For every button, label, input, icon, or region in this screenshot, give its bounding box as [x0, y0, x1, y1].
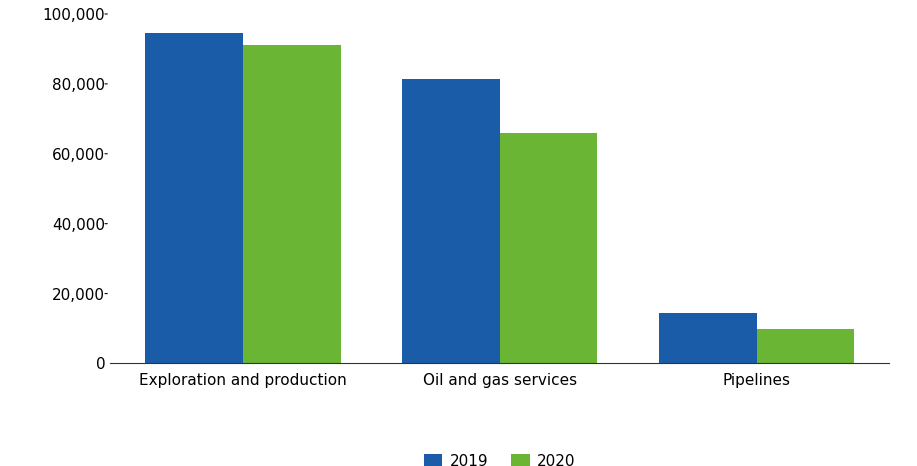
Bar [500, 133, 597, 363]
Bar [659, 313, 757, 363]
Legend: 2019, 2020: 2019, 2020 [417, 448, 582, 466]
Bar [243, 46, 340, 363]
Bar [757, 329, 854, 363]
Bar [146, 33, 243, 363]
Bar [403, 79, 500, 363]
